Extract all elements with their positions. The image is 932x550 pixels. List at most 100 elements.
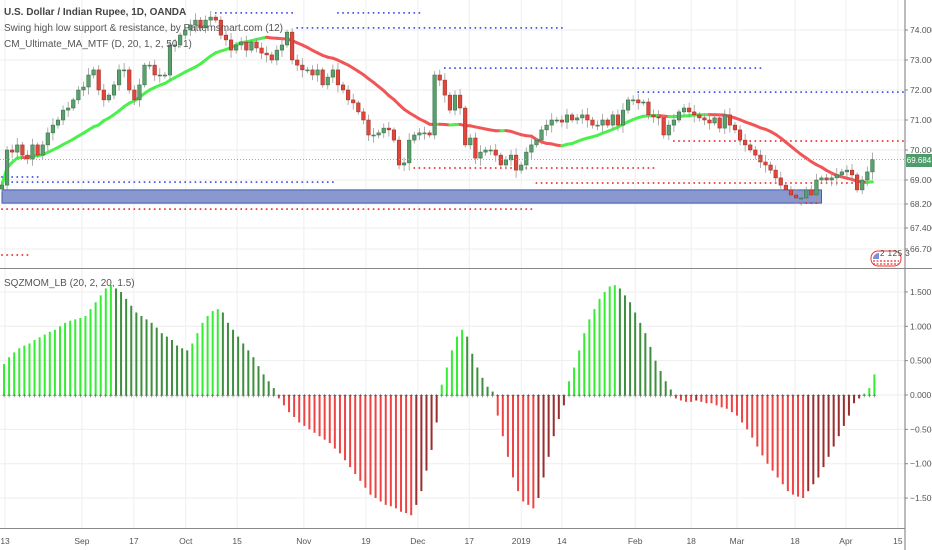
resistance-level-dot	[449, 27, 451, 29]
candle-body	[91, 69, 96, 76]
resistance-level-dot	[352, 27, 355, 29]
candle-body	[422, 132, 427, 135]
squeeze-dot: +	[114, 393, 118, 400]
resistance-level-dot	[276, 181, 278, 183]
candle-body	[788, 189, 794, 196]
candle	[626, 96, 631, 114]
resistance-level-dot	[26, 181, 29, 183]
resistance-level-dot	[581, 67, 584, 69]
support-level-dot	[612, 182, 614, 184]
support-level-dot	[642, 167, 645, 169]
candle	[738, 125, 743, 146]
resistance-level-dot	[790, 91, 792, 93]
candle	[773, 165, 778, 184]
support-level-dot	[810, 182, 813, 184]
candle	[539, 126, 544, 145]
candle-body	[402, 162, 407, 166]
squeeze-dot: +	[180, 393, 184, 400]
resistance-level-dot	[362, 27, 365, 29]
squeeze-dot: +	[852, 393, 856, 400]
momentum-tick-label: −0.500	[910, 424, 932, 434]
indicator-swing-sr-label[interactable]: Swing high low support & resistance, by …	[4, 23, 284, 34]
squeeze-dot: +	[445, 393, 449, 400]
squeeze-dot: +	[368, 393, 372, 400]
resistance-level-dot	[393, 12, 395, 14]
support-level-dot	[688, 140, 690, 142]
candle-body	[208, 16, 213, 21]
resistance-level-dot	[377, 12, 380, 14]
squeeze-dot: +	[735, 393, 739, 400]
support-level-dot	[647, 167, 650, 169]
resistance-level-dot	[769, 91, 772, 93]
squeeze-dot: +	[32, 393, 36, 400]
support-level-dot	[795, 182, 797, 184]
support-level-dot	[866, 140, 869, 142]
resistance-level-dot	[856, 91, 858, 93]
resistance-level-dot	[433, 27, 436, 29]
squeeze-dot: +	[781, 393, 785, 400]
resistance-level-dot	[841, 91, 843, 93]
candle-body	[25, 154, 30, 160]
support-level-dot	[337, 208, 339, 210]
resistance-level-dot	[729, 91, 731, 93]
flag-badge-icon[interactable]	[870, 250, 902, 267]
support-level-dot	[204, 208, 207, 210]
support-level-dot	[713, 182, 716, 184]
candle	[417, 128, 422, 141]
support-level-dot	[556, 167, 558, 169]
squeeze-dot: +	[12, 393, 16, 400]
momentum-tick-label: 1.500	[910, 287, 932, 297]
resistance-level-dot	[311, 181, 314, 183]
squeeze-dot: +	[409, 393, 413, 400]
oscillator-label[interactable]: SQZMOM_LB (20, 2, 20, 1.5)	[4, 278, 135, 289]
support-level-dot	[438, 208, 441, 210]
candle-body	[855, 174, 860, 191]
candle	[748, 142, 753, 153]
resistance-level-dot	[550, 67, 553, 69]
time-tick-label: Nov	[296, 536, 312, 546]
symbol-title[interactable]: U.S. Dollar / Indian Rupee, 1D, OANDA	[4, 7, 187, 18]
support-level-dot	[540, 167, 543, 169]
support-level-dot	[652, 167, 655, 169]
resistance-level-dot	[586, 67, 589, 69]
candle-body	[712, 117, 717, 124]
resistance-level-dot	[535, 27, 538, 29]
candle	[132, 85, 137, 106]
resistance-level-dot	[382, 12, 385, 14]
candle	[849, 163, 855, 182]
indicator-ma-label[interactable]: CM_Ultimate_MA_MTF (D, 20, 1, 2, 50, 1)	[4, 39, 192, 50]
resistance-level-dot	[505, 67, 507, 69]
candle	[81, 81, 86, 96]
squeeze-dot: +	[659, 393, 663, 400]
support-level-dot	[67, 208, 69, 210]
candle-body	[452, 94, 458, 111]
time-tick-label: 18	[790, 536, 800, 546]
support-level-dot	[270, 208, 273, 210]
candle	[580, 109, 585, 124]
squeeze-dot: +	[119, 393, 123, 400]
candle-body	[804, 189, 809, 199]
support-level-dot	[550, 182, 553, 184]
support-level-dot	[494, 208, 497, 210]
squeeze-dot: +	[531, 393, 535, 400]
resistance-level-dot	[688, 67, 690, 69]
support-level-dot	[871, 140, 874, 142]
support-level	[1, 208, 533, 210]
candle-body	[264, 52, 269, 56]
resistance-level-dot	[26, 176, 29, 178]
resistance-level-dot	[103, 181, 105, 183]
resistance-level-dot	[388, 27, 390, 29]
candle	[498, 152, 503, 168]
resistance-level-dot	[759, 67, 762, 69]
candle-body	[320, 69, 325, 86]
resistance-level-dot	[321, 27, 324, 29]
support-level-dot	[734, 182, 736, 184]
candle	[488, 145, 493, 156]
candle	[402, 157, 407, 171]
resistance-level-dot	[652, 67, 655, 69]
support-level-dot	[805, 182, 808, 184]
candle-body	[519, 164, 524, 171]
resistance-level-dot	[561, 27, 563, 29]
